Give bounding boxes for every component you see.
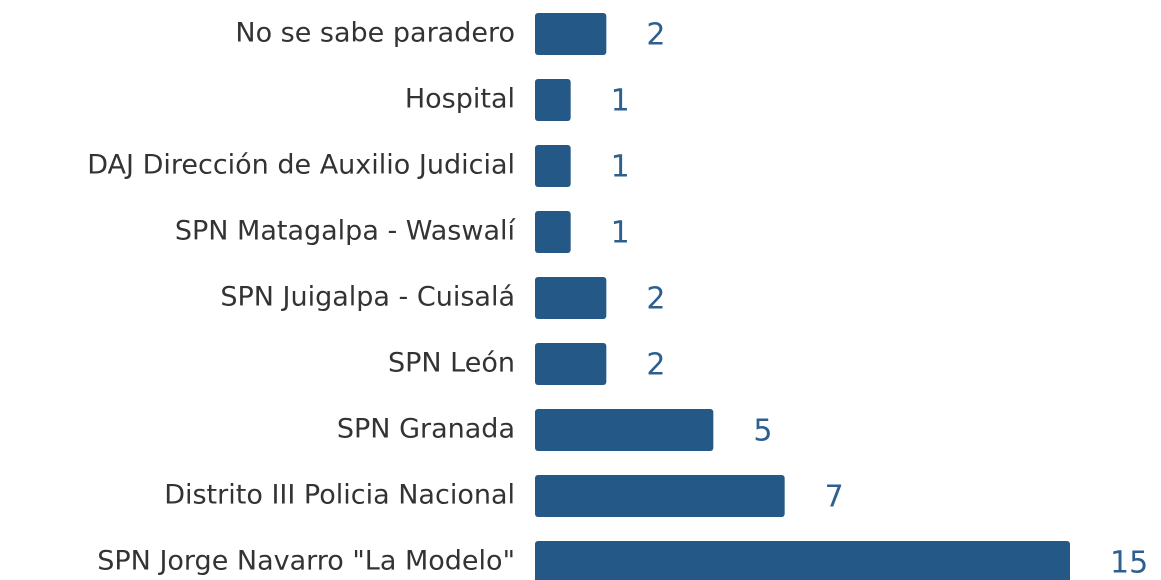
value-label: 5 <box>753 414 772 449</box>
category-label: No se sabe paradero <box>235 18 515 49</box>
category-label: SPN Juigalpa - Cuisalá <box>220 282 515 313</box>
category-label: Distrito III Policia Nacional <box>164 480 515 511</box>
value-label: 15 <box>1110 546 1148 580</box>
bar <box>535 13 607 55</box>
category-label: DAJ Dirección de Auxilio Judicial <box>87 150 515 181</box>
value-label: 2 <box>646 348 665 383</box>
value-label: 1 <box>611 216 630 251</box>
bar <box>535 277 607 319</box>
bar <box>535 475 785 517</box>
category-label: SPN León <box>388 348 515 379</box>
bar <box>535 409 714 451</box>
category-label: SPN Matagalpa - Waswalí <box>175 216 517 247</box>
bar <box>535 541 1070 580</box>
value-label: 7 <box>825 480 844 515</box>
value-label: 1 <box>611 84 630 119</box>
category-label: SPN Granada <box>337 414 515 445</box>
value-label: 2 <box>646 282 665 317</box>
bar <box>535 211 571 253</box>
category-label: SPN Jorge Navarro "La Modelo" <box>97 546 515 577</box>
bar <box>535 145 571 187</box>
value-label: 1 <box>611 150 630 185</box>
value-label: 2 <box>646 18 665 53</box>
bar <box>535 343 607 385</box>
bar <box>535 79 571 121</box>
category-label: Hospital <box>405 84 515 115</box>
